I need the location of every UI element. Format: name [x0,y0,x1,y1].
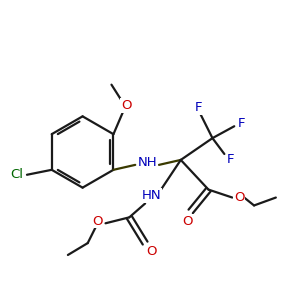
Text: O: O [234,191,244,204]
Text: HN: HN [141,189,161,202]
Text: Cl: Cl [10,168,24,181]
Text: NH: NH [137,156,157,169]
Text: O: O [182,215,193,228]
Text: O: O [92,215,103,228]
Text: F: F [195,101,202,114]
Text: O: O [146,245,156,258]
Text: F: F [226,153,234,166]
Text: O: O [121,99,132,112]
Text: F: F [237,117,245,130]
